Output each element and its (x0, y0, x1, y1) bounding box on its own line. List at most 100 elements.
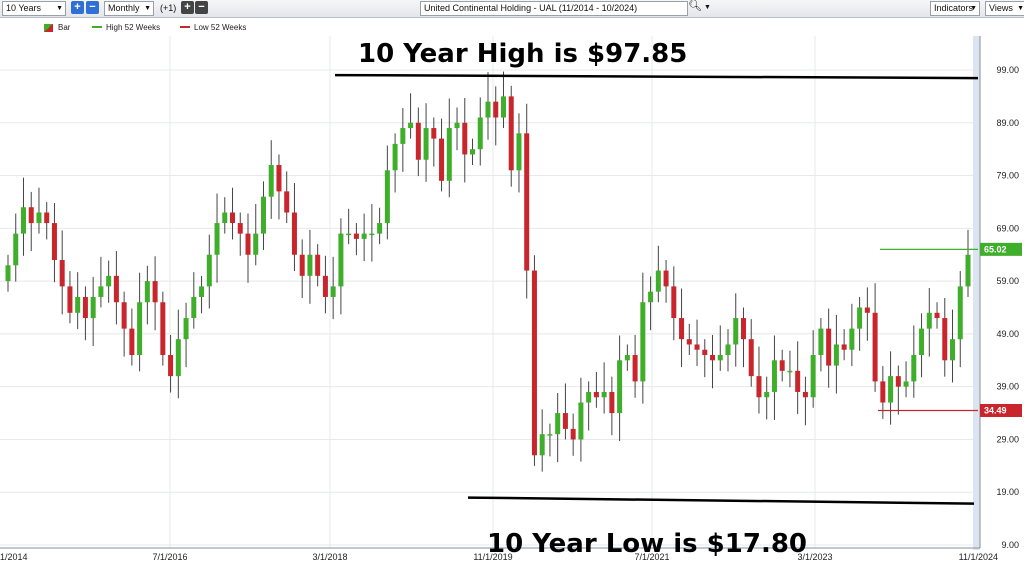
candle-body (710, 355, 716, 361)
candle (439, 118, 445, 192)
toolbar: 10 Years ▼ + − Monthly ▼ (+1) + − United C… (0, 0, 1024, 18)
candle (640, 272, 646, 404)
candle-body (725, 344, 731, 356)
candle-body (950, 339, 956, 361)
candle-body (617, 360, 623, 414)
x-tick-label: 11/1/2024 (959, 552, 998, 562)
right-scroll-strip[interactable] (973, 36, 980, 550)
candle (957, 271, 963, 368)
candle (384, 145, 390, 240)
candle (454, 107, 460, 151)
candle-body (284, 191, 290, 213)
candle-body (299, 254, 305, 276)
candle (51, 203, 57, 283)
candle-body (470, 149, 476, 155)
interval-select[interactable]: Monthly ▼ (104, 1, 154, 16)
candle (531, 255, 537, 466)
candle (903, 361, 909, 398)
candle (253, 204, 259, 266)
candle-body (524, 133, 530, 271)
candle-body (872, 312, 878, 382)
candle (144, 265, 150, 325)
candle (299, 239, 305, 299)
chevron-down-icon: ▼ (970, 5, 977, 12)
y-tick-label: 29.00 (996, 434, 1019, 444)
candle-body (137, 302, 143, 356)
candle-body (75, 296, 81, 313)
chevron-down-icon[interactable]: ▼ (704, 4, 711, 11)
zoom-in-button[interactable]: + (71, 1, 84, 14)
candle (113, 251, 119, 325)
legend-bar: Bar (58, 23, 71, 32)
x-tick-label: 1/2014 (0, 552, 28, 562)
candle (570, 413, 576, 456)
candle (508, 85, 514, 187)
y-tick-label: 59.00 (996, 276, 1019, 286)
chevron-down-icon: ▼ (1017, 5, 1024, 12)
range-select[interactable]: 10 Years ▼ (2, 1, 66, 16)
candle (864, 287, 870, 341)
chevron-down-icon: ▼ (144, 5, 151, 12)
candle-body (253, 233, 259, 255)
candle-body (168, 355, 174, 377)
candle (593, 371, 599, 408)
candle (655, 245, 661, 303)
candle (733, 293, 739, 367)
candle-body (756, 376, 762, 398)
candle (330, 256, 336, 320)
step-minus-button[interactable]: − (195, 1, 208, 14)
interval-select-label: Monthly (108, 3, 140, 13)
candle (361, 213, 367, 262)
candle-body (361, 233, 367, 239)
candle-body (787, 370, 793, 373)
indicators-button[interactable]: Indicators ▼ (930, 1, 980, 16)
candle-body (5, 265, 11, 282)
candle (926, 287, 932, 357)
zoom-out-button[interactable]: − (86, 1, 99, 14)
candle (268, 140, 274, 219)
candle (586, 381, 592, 431)
candle (694, 319, 700, 367)
candle (841, 329, 847, 361)
candle (516, 113, 522, 193)
step-plus-button[interactable]: + (181, 1, 194, 14)
candle-body (28, 207, 34, 224)
candle-body (439, 138, 445, 181)
candle (849, 303, 855, 367)
x-tick-label: 11/1/2019 (473, 552, 512, 562)
candle-body (748, 339, 754, 377)
candle (59, 230, 65, 315)
ten-year-high-line (334, 73, 979, 80)
candle (206, 234, 212, 309)
candle-body (67, 286, 73, 313)
y-tick-label: 89.00 (996, 118, 1019, 128)
y-axis: 99.00 89.00 79.00 69.00 59.00 49.00 39.00 29.00… (996, 65, 1019, 550)
candle-body (454, 122, 460, 129)
candle-body (51, 223, 57, 261)
candle (168, 334, 174, 393)
candle (888, 351, 894, 425)
candle-body (346, 233, 352, 236)
symbol-title-field[interactable]: United Continental Holding - UAL (11/201… (420, 1, 688, 16)
y-tick-label: 69.00 (996, 223, 1019, 233)
candle-body (369, 233, 375, 236)
legend-high: High 52 Weeks (106, 23, 161, 32)
candle (369, 204, 375, 262)
candle-body (307, 254, 313, 276)
low-52-week-value: 34.49 (984, 405, 1007, 415)
candle (353, 223, 359, 256)
candle (740, 307, 746, 368)
search-icon[interactable]: 🔍︎ (688, 0, 702, 12)
candle (28, 191, 34, 252)
candle-body (152, 281, 158, 303)
candle (291, 182, 297, 272)
x-tick-label: 7/1/2021 (634, 552, 669, 562)
candle (539, 409, 545, 472)
y-tick-label: 9.00 (1001, 540, 1019, 550)
candle-body (214, 223, 220, 255)
candle (833, 314, 839, 394)
views-button[interactable]: Views ▼ (985, 1, 1024, 16)
candle-body (106, 275, 112, 287)
candle-body (199, 286, 205, 297)
candle (872, 283, 878, 392)
